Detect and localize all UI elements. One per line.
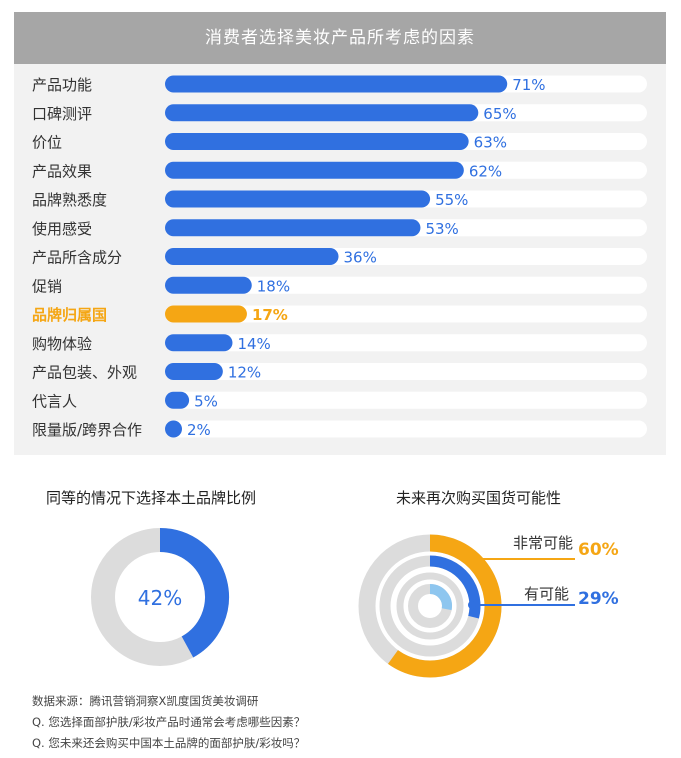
category-label: 品牌归属国 bbox=[32, 306, 107, 324]
bar bbox=[165, 190, 431, 208]
bar-track bbox=[165, 391, 647, 409]
value-label: 55% bbox=[435, 191, 468, 209]
question-note-2: Q. 您未来还会购买中国本土品牌的面部护肤/彩妆吗？ bbox=[32, 736, 306, 750]
value-label: 53% bbox=[425, 220, 458, 238]
category-label: 代言人 bbox=[32, 392, 77, 410]
value-label: 71% bbox=[512, 76, 545, 94]
category-label: 价位 bbox=[32, 134, 62, 152]
ring-inner-track bbox=[396, 572, 464, 640]
category-label: 产品包装、外观 bbox=[32, 364, 137, 382]
value-label: 63% bbox=[474, 134, 507, 152]
bar-track bbox=[165, 334, 647, 352]
bar bbox=[165, 104, 479, 122]
legend-very-likely-value: 60% bbox=[578, 540, 619, 560]
repurchase-rings bbox=[358, 534, 502, 678]
value-label: 12% bbox=[228, 364, 261, 382]
local-brand-chart-title: 同等的情况下选择本土品牌比例 bbox=[46, 489, 257, 507]
value-label: 5% bbox=[194, 392, 218, 410]
bar bbox=[165, 363, 223, 380]
local-brand-donut: 42% bbox=[91, 528, 229, 666]
value-label: 18% bbox=[257, 277, 290, 295]
bar-track bbox=[165, 420, 647, 438]
category-label: 产品效果 bbox=[32, 162, 92, 180]
bar bbox=[165, 305, 247, 323]
bar bbox=[165, 75, 508, 93]
chart-title: 消费者选择美妆产品所考虑的因素 bbox=[14, 12, 666, 64]
category-label: 限量版/跨界合作 bbox=[32, 421, 142, 439]
donut-slice bbox=[159, 528, 229, 658]
bar bbox=[165, 420, 182, 438]
value-label: 17% bbox=[252, 306, 288, 324]
category-label: 促销 bbox=[32, 277, 62, 295]
category-label: 产品所含成分 bbox=[32, 249, 122, 267]
bar-track bbox=[165, 305, 647, 323]
bar bbox=[165, 133, 469, 150]
bar-track bbox=[165, 276, 647, 294]
bar bbox=[165, 391, 190, 409]
question-note-1: Q. 您选择面部护肤/彩妆产品时通常会考虑哪些因素？ bbox=[32, 715, 306, 729]
legend-very-likely-label: 非常可能 bbox=[513, 534, 574, 552]
bar bbox=[165, 276, 252, 294]
ring-very-likely bbox=[387, 534, 502, 678]
ring-innermost bbox=[429, 584, 452, 611]
bar-track bbox=[165, 363, 647, 380]
bar bbox=[165, 219, 421, 237]
bar-chart: 产品功能 71% 口碑测评 65% 价位 63% 产品效果 62% 品牌熟悉度 55% 使用感受 53… bbox=[32, 75, 647, 439]
legend-likely-label: 有可能 bbox=[524, 585, 570, 603]
category-label: 产品功能 bbox=[32, 76, 92, 94]
value-label: 62% bbox=[469, 162, 502, 180]
value-label: 2% bbox=[187, 421, 211, 439]
bar-chart-panel: 消费者选择美妆产品所考虑的因素 产品功能 71% 口碑测评 65% 价位 63% 产品效果 6… bbox=[14, 12, 666, 455]
repurchase-chart-title: 未来再次购买国货可能性 bbox=[396, 489, 562, 507]
donut-center-label: 42% bbox=[138, 586, 182, 610]
bar bbox=[165, 161, 464, 179]
category-label: 口碑测评 bbox=[32, 105, 92, 123]
bar bbox=[165, 248, 339, 265]
data-source-note: 数据来源：腾讯营销洞察X凯度国货美妆调研 bbox=[32, 694, 259, 708]
category-label: 品牌熟悉度 bbox=[32, 191, 107, 209]
value-label: 36% bbox=[344, 249, 377, 267]
bar bbox=[165, 334, 233, 352]
value-label: 65% bbox=[483, 105, 516, 123]
category-label: 使用感受 bbox=[32, 220, 92, 238]
value-label: 14% bbox=[237, 335, 270, 353]
category-label: 购物体验 bbox=[32, 335, 92, 353]
legend-likely-value: 29% bbox=[578, 589, 619, 609]
